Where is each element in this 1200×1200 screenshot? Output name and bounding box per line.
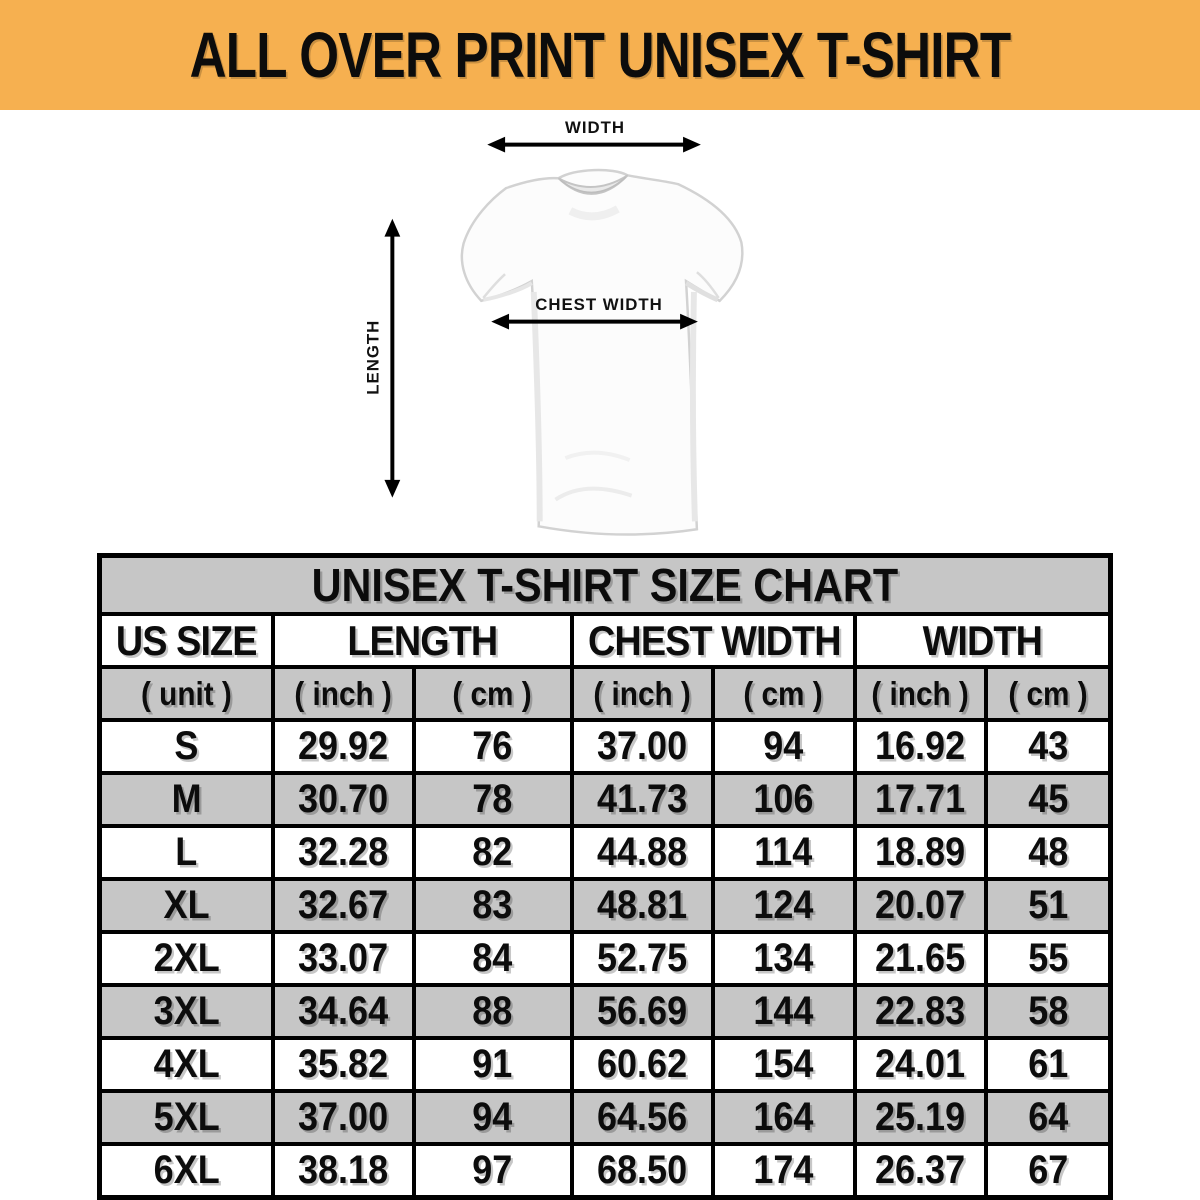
chest-width-label: CHEST WIDTH — [535, 295, 663, 314]
unit-length-cm: ( cm ) — [411, 665, 574, 722]
size-cell: 2XL — [97, 930, 275, 987]
title-banner: ALL OVER PRINT UNISEX T-SHIRT — [0, 0, 1200, 110]
unit-width-inch: ( inch ) — [852, 665, 988, 722]
table-row-2xl: 2XL 33.07 84 52.75 134 21.65 55 — [97, 930, 1113, 987]
col-header-length: LENGTH — [270, 612, 574, 669]
table-row-s: S 29.92 76 37.00 94 16.92 43 — [97, 718, 1113, 775]
size-chart-table: UNISEX T-SHIRT SIZE CHART US SIZE LENGTH… — [97, 553, 1114, 1200]
unit-header: ( unit ) — [97, 665, 275, 722]
tshirt-graphic — [460, 168, 744, 536]
col-header-width: WIDTH — [852, 612, 1113, 669]
size-cell: 3XL — [97, 983, 275, 1040]
length-label: LENGTH — [364, 320, 383, 395]
size-cell: S — [97, 718, 275, 775]
col-header-us-size: US SIZE — [97, 612, 275, 669]
page-title: ALL OVER PRINT UNISEX T-SHIRT — [189, 19, 1012, 91]
table-row-5xl: 5XL 37.00 94 64.56 164 25.19 64 — [97, 1089, 1113, 1146]
table-row-3xl: 3XL 34.64 88 56.69 144 22.83 58 — [97, 983, 1113, 1040]
size-cell: XL — [97, 877, 275, 934]
unit-length-inch: ( inch ) — [270, 665, 416, 722]
unit-chest-inch: ( inch ) — [569, 665, 715, 722]
size-chart-title: UNISEX T-SHIRT SIZE CHART — [97, 553, 1113, 616]
tshirt-measurement-diagram: WIDTH LENGTH CHEST WIDTH — [364, 118, 744, 536]
size-cell: M — [97, 771, 275, 828]
table-row-xl: XL 32.67 83 48.81 124 20.07 51 — [97, 877, 1113, 934]
width-label: WIDTH — [565, 118, 625, 137]
table-row-l: L 32.28 82 44.88 114 18.89 48 — [97, 824, 1113, 881]
size-cell: 6XL — [97, 1142, 275, 1200]
col-header-chest-width: CHEST WIDTH — [569, 612, 857, 669]
width-arrow — [487, 136, 701, 153]
table-row-4xl: 4XL 35.82 91 60.62 154 24.01 61 — [97, 1036, 1113, 1093]
unit-width-cm: ( cm ) — [983, 665, 1113, 722]
table-row-m: M 30.70 78 41.73 106 17.71 45 — [97, 771, 1113, 828]
size-cell: 5XL — [97, 1089, 275, 1146]
chest-width-arrow — [491, 313, 698, 330]
length-arrow — [384, 218, 401, 498]
table-row-6xl: 6XL 38.18 97 68.50 174 26.37 67 — [97, 1142, 1113, 1200]
size-cell: L — [97, 824, 275, 881]
unit-chest-cm: ( cm ) — [710, 665, 857, 722]
size-cell: 4XL — [97, 1036, 275, 1093]
